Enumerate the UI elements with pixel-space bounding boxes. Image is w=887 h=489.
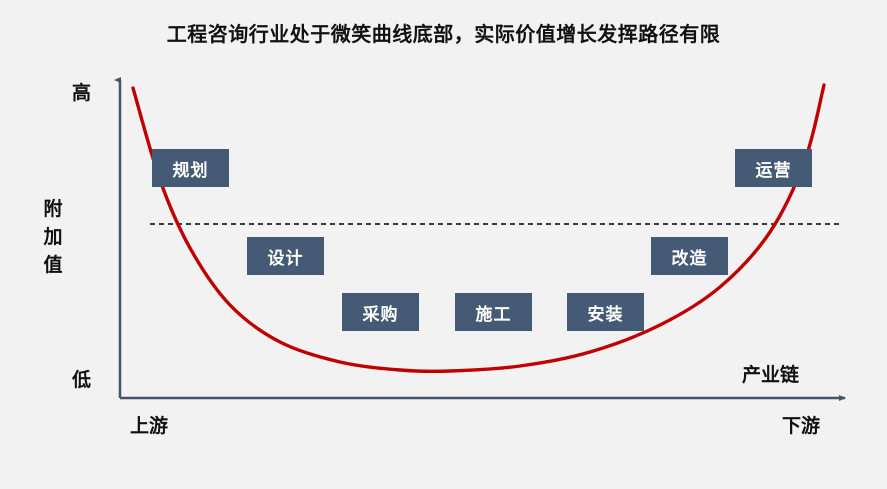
x-axis-right-label: 下游 [782, 416, 821, 437]
stage-box-4: 施工 [455, 293, 532, 331]
x-axis-title: 产业链 [742, 365, 800, 386]
y-axis-low-label: 低 [72, 370, 92, 391]
y-axis-title-char-3: 值 [43, 255, 63, 276]
stage-box-label: 采购 [362, 304, 399, 324]
y-axis-high-label: 高 [72, 83, 92, 104]
x-axis-left-label: 上游 [130, 416, 169, 437]
page-title: 工程咨询行业处于微笑曲线底部，实际价值增长发挥路径有限 [166, 24, 721, 46]
stage-box-2: 设计 [247, 237, 324, 275]
stage-box-label: 施工 [475, 304, 512, 324]
stage-box-5: 安装 [567, 293, 644, 331]
stage-box-label: 规划 [172, 160, 209, 180]
stage-box-label: 改造 [671, 248, 708, 268]
y-axis-title: 附 加 值 [38, 196, 68, 280]
y-axis-title-char-1: 附 [43, 199, 63, 220]
stage-box-1: 规划 [152, 149, 229, 187]
stage-box-label: 安装 [587, 304, 624, 324]
smile-curve [131, 83, 826, 374]
stage-box-6: 改造 [651, 237, 728, 275]
stage-box-label: 运营 [755, 160, 792, 180]
stage-box-3: 采购 [342, 293, 419, 331]
y-axis-title-char-2: 加 [43, 227, 63, 248]
stage-box-label: 设计 [267, 248, 304, 268]
stage-box-7: 运营 [735, 149, 812, 187]
